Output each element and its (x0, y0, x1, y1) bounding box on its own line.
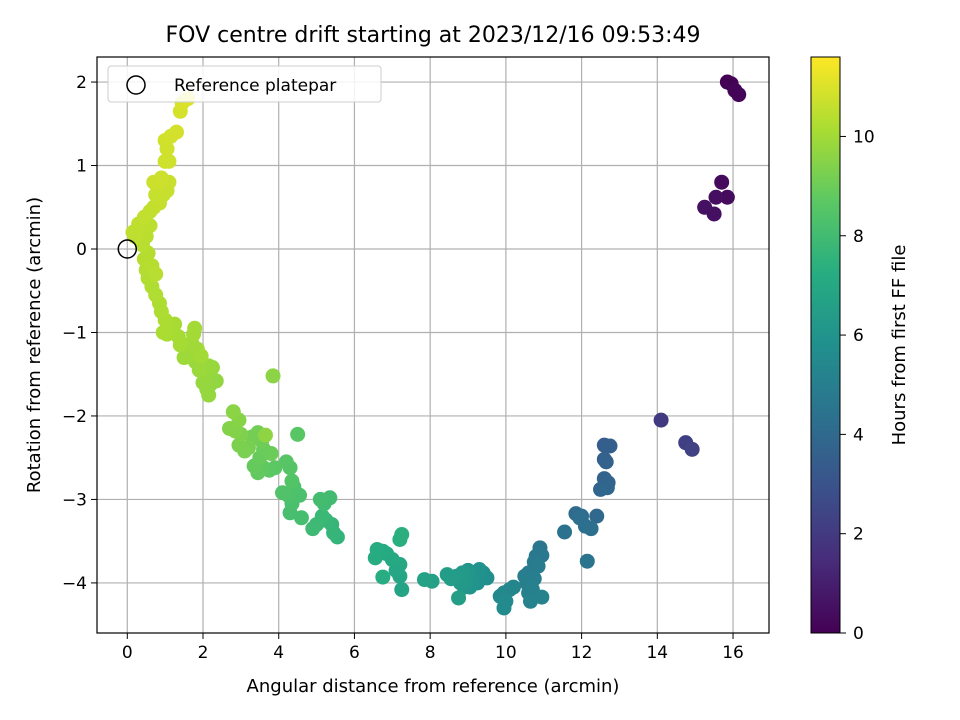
y-tick-label: −1 (62, 323, 87, 343)
data-point (305, 521, 321, 537)
data-point (684, 441, 700, 457)
data-point (161, 153, 177, 169)
data-point (367, 550, 383, 566)
data-point (153, 170, 169, 186)
data-point (278, 454, 294, 470)
data-point (522, 593, 538, 609)
y-tick-label: −3 (62, 490, 87, 510)
data-point (583, 521, 599, 537)
grid-lines (97, 57, 769, 633)
colorbar-tick-label: 8 (853, 227, 864, 247)
y-tick-label: −4 (62, 574, 87, 594)
data-point (579, 553, 595, 569)
colorbar-ticks: 0 2 4 6 8 10 (840, 127, 875, 644)
data-point (714, 174, 730, 190)
data-point (225, 404, 241, 420)
data-point (557, 524, 573, 540)
y-tick-label: 0 (76, 240, 87, 260)
data-point (598, 454, 614, 470)
data-point (731, 87, 747, 103)
data-points (125, 74, 747, 616)
data-point (284, 473, 300, 489)
colorbar-tick-label: 4 (853, 425, 864, 445)
chart-title: FOV centre drift starting at 2023/12/16 … (166, 23, 701, 48)
x-tick-label: 6 (349, 643, 360, 663)
data-point (275, 485, 291, 501)
data-point (697, 199, 713, 215)
legend: Reference platepar (107, 65, 382, 103)
data-point (496, 600, 512, 616)
data-point (653, 412, 669, 428)
data-point (719, 189, 735, 205)
data-point (148, 266, 164, 282)
data-point (290, 426, 306, 442)
data-point (193, 348, 209, 364)
colorbar (810, 56, 841, 634)
data-point (155, 324, 171, 340)
x-tick-label: 10 (495, 643, 517, 663)
data-point (416, 572, 432, 588)
legend-box (107, 65, 382, 103)
data-point (169, 124, 185, 140)
colorbar-tick-label: 6 (853, 326, 864, 346)
data-point (534, 589, 550, 605)
x-axis: 0 2 4 6 8 10 12 14 16 (122, 633, 744, 663)
colorbar-tick-label: 10 (853, 127, 875, 147)
x-tick-label: 4 (273, 643, 284, 663)
x-axis-label: Angular distance from reference (arcmin) (247, 676, 620, 697)
x-tick-label: 2 (198, 643, 209, 663)
colorbar-label: Hours from first FF file (889, 245, 910, 446)
legend-marker-icon (126, 75, 146, 95)
y-axis-label: Rotation from reference (arcmin) (24, 197, 45, 493)
x-tick-label: 0 (122, 643, 133, 663)
data-point (263, 446, 279, 462)
x-tick-label: 16 (722, 643, 744, 663)
data-point (439, 567, 455, 583)
data-point (602, 438, 618, 454)
data-point (451, 590, 467, 606)
y-tick-label: −2 (62, 407, 87, 427)
data-point (599, 480, 615, 496)
reference-point-marker (117, 239, 138, 259)
data-point (265, 368, 281, 384)
y-axis: −4 −3 −2 −1 0 1 2 (62, 73, 97, 594)
legend-label: Reference platepar (174, 76, 336, 96)
data-point (394, 526, 410, 542)
data-point (187, 320, 203, 336)
x-tick-label: 8 (425, 643, 436, 663)
x-tick-label: 12 (571, 643, 593, 663)
data-point (394, 582, 410, 598)
y-tick-label: 2 (76, 73, 87, 93)
colorbar-tick-label: 2 (853, 525, 864, 545)
data-point (708, 189, 724, 205)
data-point (293, 510, 309, 526)
data-point (201, 387, 217, 403)
data-point (312, 491, 328, 507)
data-point (257, 427, 273, 443)
x-tick-label: 14 (646, 643, 668, 663)
y-tick-label: 1 (76, 157, 87, 177)
colorbar-tick-label: 0 (853, 624, 864, 644)
plot-frame (96, 56, 770, 634)
data-point (589, 508, 605, 524)
data-point (375, 569, 391, 585)
